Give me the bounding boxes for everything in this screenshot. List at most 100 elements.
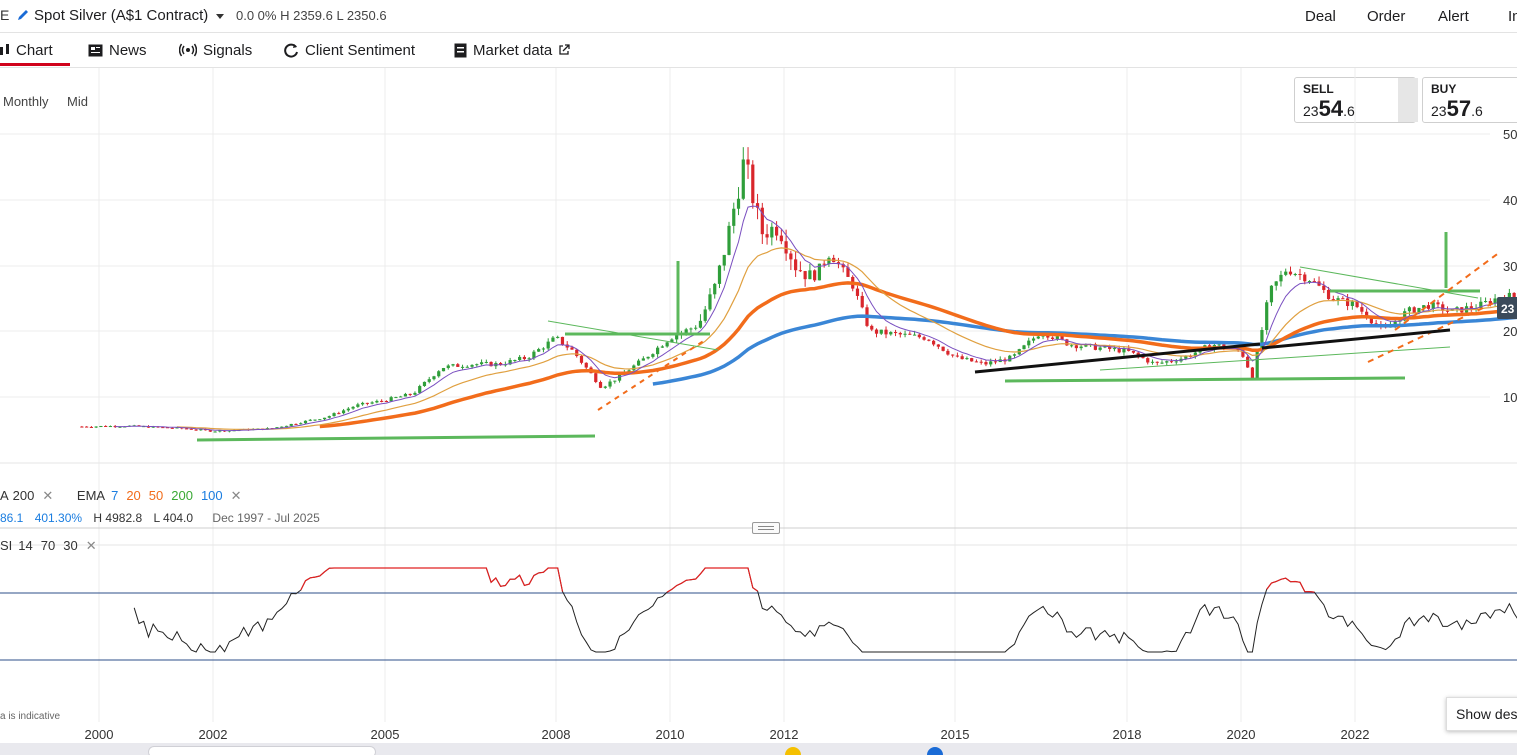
deal-button[interactable]: Deal [1305, 8, 1336, 25]
candle-body [1060, 336, 1064, 340]
candle-body [1241, 350, 1245, 357]
current-price-label: 23 [1501, 302, 1515, 316]
candle-body [394, 397, 398, 399]
y-tick-label: 40 [1503, 193, 1517, 208]
tab-bar: Chart News Signals Client Sentiment Mark… [0, 33, 1517, 68]
candle-body [322, 417, 327, 420]
price-type-selector[interactable]: Mid [67, 94, 88, 109]
taskbar-browser-icon[interactable] [927, 747, 943, 755]
candle-body [646, 356, 650, 359]
candle-body [1336, 298, 1340, 301]
candle-body [670, 339, 674, 343]
candle-body [808, 270, 812, 280]
candle-body [993, 361, 998, 363]
candle-body [556, 336, 560, 338]
tab-news[interactable]: News [88, 40, 147, 60]
edit-pencil-icon[interactable] [16, 8, 30, 22]
candle-body [170, 427, 174, 429]
stats-range: Dec 1997 - Jul 2025 [212, 511, 320, 525]
candle-body [1193, 352, 1197, 357]
tab-client-sentiment[interactable]: Client Sentiment [284, 40, 415, 60]
info-button[interactable]: In [1508, 8, 1517, 25]
candle-body [770, 226, 774, 238]
candle-body [1307, 281, 1312, 283]
buy-button[interactable]: BUY 2357.6 [1422, 77, 1517, 123]
candle-body [389, 397, 393, 402]
tab-signals[interactable]: Signals [179, 40, 252, 60]
candle-body [522, 356, 526, 360]
candle-body [104, 426, 108, 428]
candle-body [413, 392, 417, 395]
taskbar-app-icon[interactable] [785, 747, 801, 755]
candle-body [870, 325, 874, 330]
candle-body [1431, 302, 1435, 309]
candle-body [651, 354, 655, 357]
price-chart[interactable]: 2000 2002 2005 2008 2010 2012 2015 2018 2020 2022… [0, 68, 1517, 743]
candle-body [1488, 301, 1492, 304]
candle-body [960, 356, 964, 360]
candle-body [803, 271, 807, 280]
show-desktop-tooltip[interactable]: Show desk [1446, 697, 1517, 731]
remove-ema-icon[interactable]: ✕ [230, 488, 242, 503]
trend-line [1367, 299, 1501, 363]
candle-body [299, 423, 303, 425]
candle-body [1022, 345, 1026, 350]
candle-body [518, 356, 522, 360]
remove-ma-icon[interactable]: ✕ [42, 488, 54, 503]
candle-body [1146, 358, 1150, 363]
ema-7-line [115, 205, 1517, 432]
candle-body [356, 404, 360, 407]
candle-body [717, 265, 722, 284]
remove-rsi-icon[interactable]: ✕ [85, 538, 97, 553]
candle-body [708, 294, 712, 310]
interval-selector[interactable]: Monthly [3, 94, 49, 109]
instrument-title[interactable]: Spot Silver (A$1 Contract) [34, 7, 209, 24]
candle-body [318, 419, 322, 421]
candle-body [1050, 337, 1055, 339]
candle-body [817, 263, 822, 281]
candle-body [1184, 356, 1188, 359]
candle-body [1436, 302, 1440, 305]
candle-body [1169, 361, 1174, 363]
candle-body [1293, 274, 1297, 276]
chevron-down-icon[interactable] [214, 11, 226, 21]
candle-body [922, 337, 926, 340]
candle-body [118, 426, 122, 428]
candle-body [1341, 298, 1345, 300]
pane-resize-handle[interactable] [752, 522, 780, 534]
candle-body [199, 429, 203, 431]
candle-body [1031, 338, 1036, 341]
candle-body [779, 235, 783, 242]
candle-body [175, 427, 179, 429]
candle-body [874, 329, 879, 334]
candle-body [327, 416, 331, 418]
candle-body [617, 373, 622, 381]
candle-body [113, 426, 117, 428]
menu-edge-glyph[interactable]: E [0, 7, 10, 23]
candle-body [684, 329, 688, 333]
ema-20-line [176, 247, 1517, 431]
candle-body [313, 419, 317, 421]
candle-body [108, 426, 113, 428]
tab-chart[interactable]: Chart [0, 40, 53, 60]
x-tick-label: 2020 [1227, 727, 1256, 742]
candle-body [575, 349, 579, 357]
candle-body [1445, 310, 1450, 312]
candle-body [665, 342, 669, 347]
candle-body [446, 365, 450, 369]
candle-body [1274, 281, 1278, 286]
taskbar-search-box[interactable] [148, 746, 376, 755]
alert-button[interactable]: Alert [1438, 8, 1469, 25]
candle-body [460, 366, 465, 368]
candle-body [936, 344, 940, 347]
candlestick-chart-icon [0, 44, 9, 55]
candle-body [689, 328, 693, 330]
candle-body [1012, 354, 1017, 356]
order-button[interactable]: Order [1367, 8, 1406, 25]
trend-line [597, 339, 706, 411]
buy-label: BUY [1431, 82, 1457, 96]
sell-button-edge [1398, 78, 1418, 122]
tab-market-data[interactable]: Market data [454, 40, 570, 60]
candle-body [598, 381, 603, 388]
candle-body [698, 320, 703, 328]
